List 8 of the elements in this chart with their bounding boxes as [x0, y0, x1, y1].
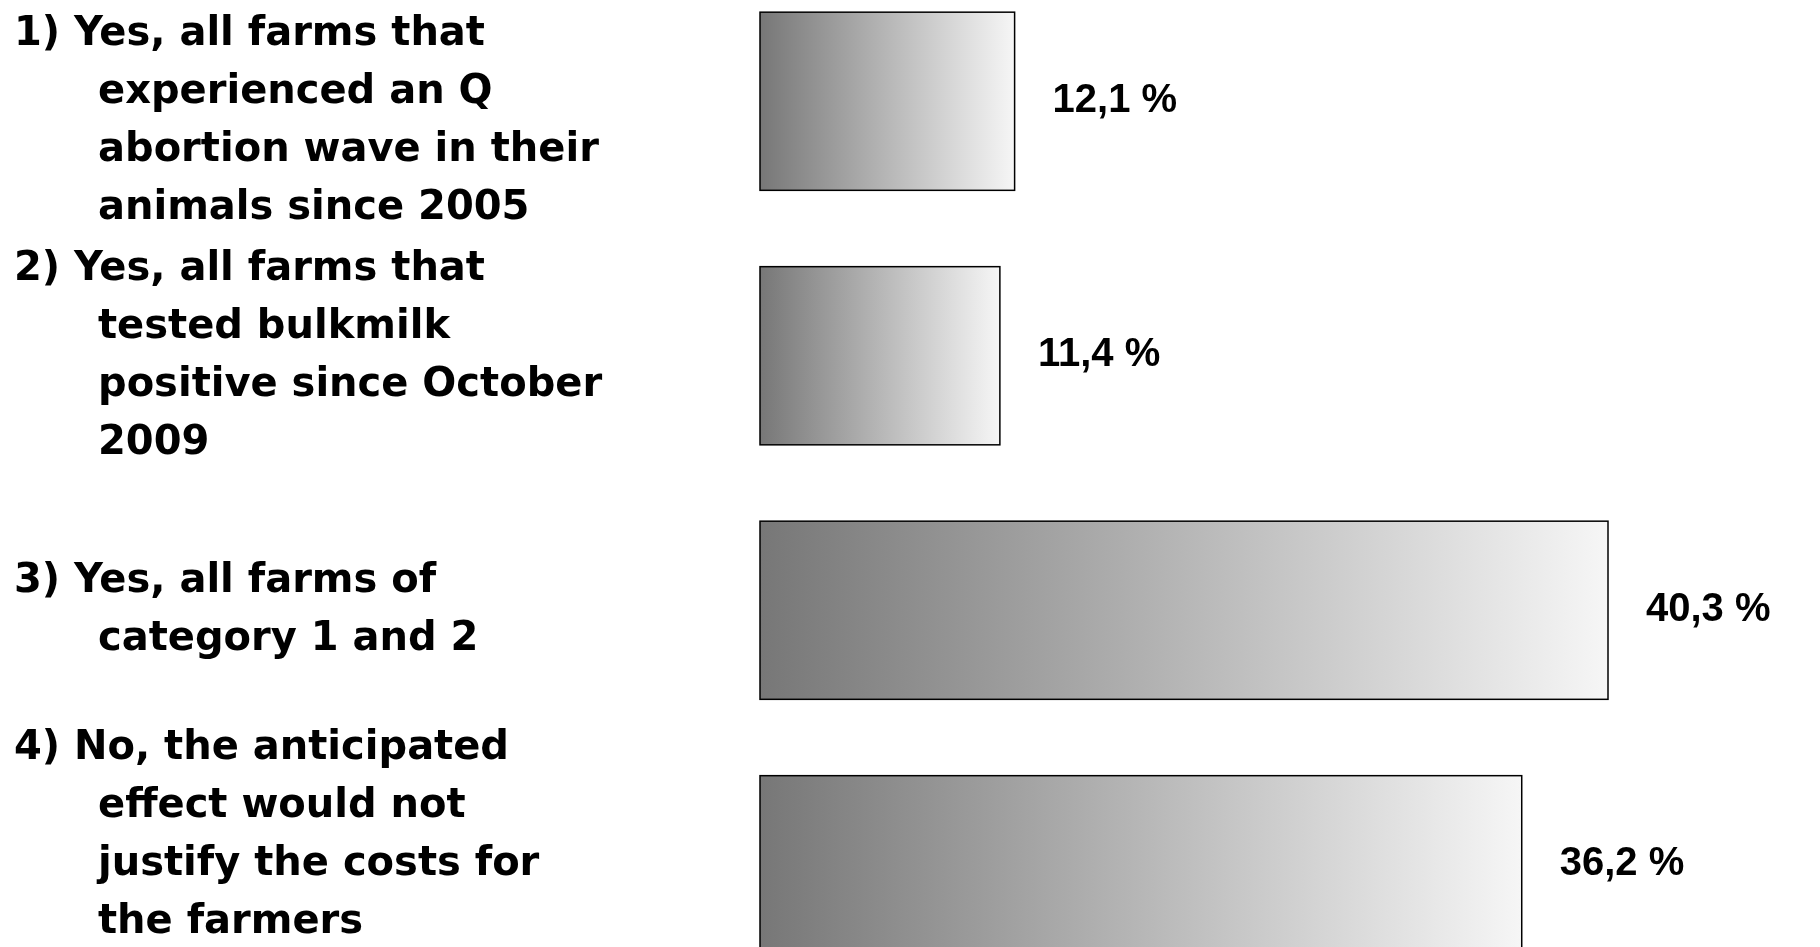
- data-label: 12,1 %: [1052, 75, 1178, 120]
- y-tick-label: 3) Yes, all farms of category 1 and 2: [14, 555, 479, 660]
- y-tick-label: 4) No, the anticipated effect would not justify the costs for the farmers: [14, 722, 540, 942]
- data-label: 36,2 %: [1559, 839, 1685, 884]
- data-label: 40,3 %: [1646, 584, 1771, 629]
- data-label: 11,4 %: [1037, 330, 1161, 375]
- y-tick-label: 2) Yes, all farms that tested bulkmilk positive since October 2009: [14, 242, 603, 463]
- y-tick-label: 1) Yes, all farms that experienced an Q abortion wave in their animals since 2005: [14, 8, 600, 228]
